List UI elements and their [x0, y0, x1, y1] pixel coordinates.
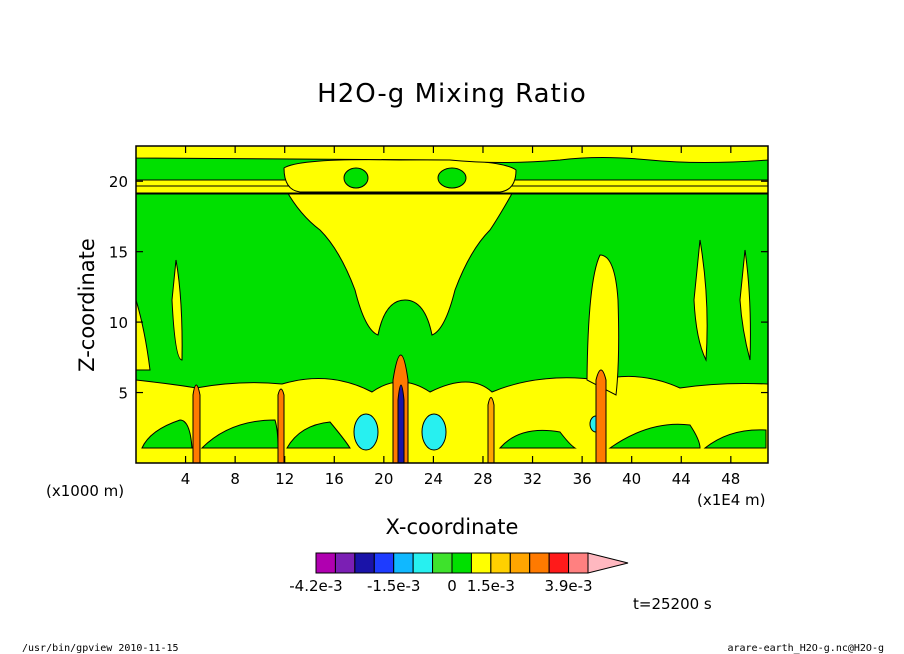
colorbar-arrow	[587, 552, 629, 574]
colorbar-cell	[334, 552, 356, 574]
x-axis: 4 8 12 16 20 24 28 32 36 40 44 48	[181, 146, 740, 488]
x-tick-label: 8	[230, 470, 240, 488]
x-tick-label: 24	[424, 470, 443, 488]
x-tick-label: 40	[622, 470, 641, 488]
x-tick-label: 48	[721, 470, 740, 488]
chart-title: H2O-g Mixing Ratio	[317, 79, 587, 109]
colorbar-label: -4.2e-3	[289, 577, 342, 595]
colorbar-cell	[451, 552, 472, 574]
time-label: t=25200 s	[633, 595, 712, 613]
contour-field	[136, 146, 768, 463]
colorbar-cell	[490, 552, 511, 574]
x-tick-label: 32	[523, 470, 542, 488]
y-tick-label: 20	[109, 173, 128, 191]
y-tick-label: 10	[109, 314, 128, 332]
x-tick-label: 12	[275, 470, 294, 488]
colorbar-cell	[412, 552, 434, 574]
footer-left: /usr/bin/gpview 2010-11-15	[22, 643, 179, 654]
colorbar-label: 0	[447, 577, 457, 595]
x-tick-label: 36	[573, 470, 592, 488]
colorbar-label: -1.5e-3	[367, 577, 420, 595]
x-tick-label: 44	[672, 470, 691, 488]
x-tick-label: 28	[473, 470, 492, 488]
colorbar-cell	[373, 552, 395, 574]
colorbar-cell	[470, 552, 492, 574]
y-tick-label: 15	[109, 244, 128, 262]
y-tick-label: 5	[118, 385, 128, 403]
footer-right: arare-earth_H2O-g.nc@H2O-g	[727, 643, 884, 654]
colorbar-label: 1.5e-3	[467, 577, 515, 595]
plot-frame	[135, 145, 769, 464]
colorbar	[315, 552, 629, 574]
colorbar-cell	[529, 552, 550, 574]
y-axis-label: Z-coordinate	[75, 238, 99, 372]
x-tick-label: 20	[374, 470, 393, 488]
colorbar-cell	[354, 552, 375, 574]
colorbar-label: 3.9e-3	[545, 577, 593, 595]
x-unit-left: (x1000 m)	[46, 482, 124, 500]
x-axis-label: X-coordinate	[386, 515, 519, 539]
colorbar-cell	[315, 552, 336, 574]
x-tick-label: 4	[181, 470, 191, 488]
colorbar-cell	[432, 552, 453, 574]
x-unit-right: (x1E4 m)	[697, 491, 766, 509]
colorbar-cell	[509, 552, 531, 574]
colorbar-cell	[548, 552, 570, 574]
colorbar-cell	[393, 552, 414, 574]
x-tick-label: 16	[325, 470, 344, 488]
y-axis: 5 10 15 20	[109, 173, 768, 403]
colorbar-cell	[568, 552, 589, 574]
colorbar-labels: -4.2e-3 -1.5e-3 0 1.5e-3 3.9e-3	[289, 577, 592, 595]
